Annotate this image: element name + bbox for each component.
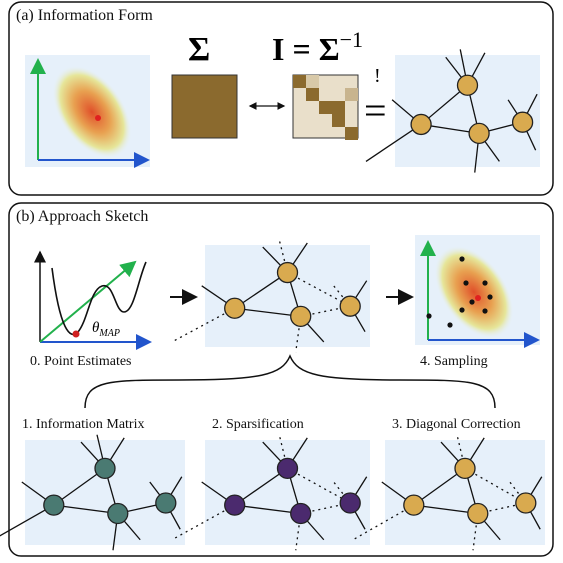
objective [51, 261, 147, 336]
panel-a-title: (a) Information Form [16, 7, 153, 24]
constraint-eq: = [364, 88, 387, 133]
panel-bg [205, 245, 370, 347]
edge [234, 307, 301, 318]
edge [234, 504, 301, 515]
sample [459, 307, 465, 313]
block [319, 101, 332, 114]
sample [447, 322, 453, 328]
node [468, 122, 490, 145]
node [339, 492, 361, 514]
edge [53, 504, 118, 515]
constraint-mark: ! [374, 65, 381, 87]
diag-axis [39, 260, 137, 343]
sample [487, 294, 493, 300]
inverse-exp: −1 [340, 27, 363, 52]
node [290, 305, 312, 328]
node [94, 457, 116, 480]
block [293, 75, 306, 88]
panel-bg [385, 440, 545, 545]
inverse-lhs: I = Σ [272, 31, 340, 67]
mode [95, 115, 101, 121]
node [467, 502, 489, 525]
sample [463, 280, 469, 286]
node [276, 457, 299, 480]
spur [0, 504, 55, 537]
node [43, 494, 65, 516]
step-label: 1. Information Matrix [22, 417, 144, 432]
sample [469, 299, 475, 305]
node [456, 74, 479, 96]
mode [475, 295, 481, 301]
gaussian [52, 65, 132, 159]
node [224, 494, 246, 516]
sample [426, 313, 432, 319]
panel-bg [205, 440, 370, 545]
panel-b-title: (b) Approach Sketch [16, 208, 148, 225]
node [410, 113, 432, 136]
node [403, 494, 425, 516]
sample [459, 256, 465, 262]
block [332, 114, 345, 127]
sample [482, 308, 488, 314]
node [155, 492, 177, 514]
node [511, 111, 534, 133]
step-label: 3. Diagonal Correction [392, 417, 521, 432]
block [332, 101, 345, 114]
node [339, 295, 361, 317]
panel-b-frame [8, 202, 554, 557]
gaussian [434, 245, 514, 339]
panel-bg [25, 440, 185, 545]
edge [234, 467, 288, 506]
panel-bg [395, 55, 540, 167]
edge [413, 504, 478, 515]
spur [333, 285, 351, 307]
sample [482, 280, 488, 286]
theta: θ [92, 320, 100, 336]
block [345, 88, 358, 101]
spur [333, 481, 351, 504]
inverse-label: I = Σ−1 [272, 27, 363, 67]
panel-a-frame [8, 1, 554, 196]
step-label: 4. Sampling [420, 354, 488, 369]
edge [477, 502, 526, 515]
node [290, 502, 312, 525]
node [515, 492, 537, 514]
node [276, 261, 299, 284]
map-point [72, 330, 80, 338]
covariance [171, 74, 238, 139]
theta-label: θMAP [92, 320, 120, 339]
node [107, 502, 129, 525]
brace [84, 354, 496, 409]
block [306, 75, 319, 88]
block [306, 88, 319, 101]
spur [365, 123, 422, 162]
block [345, 127, 358, 140]
sigma-label: Σ [188, 31, 210, 68]
spur [509, 481, 527, 504]
node [224, 297, 246, 319]
theta-sub: MAP [98, 328, 120, 339]
step-label: 0. Point Estimates [30, 354, 132, 369]
node [454, 457, 476, 480]
step-label: 2. Sparsification [212, 417, 304, 432]
